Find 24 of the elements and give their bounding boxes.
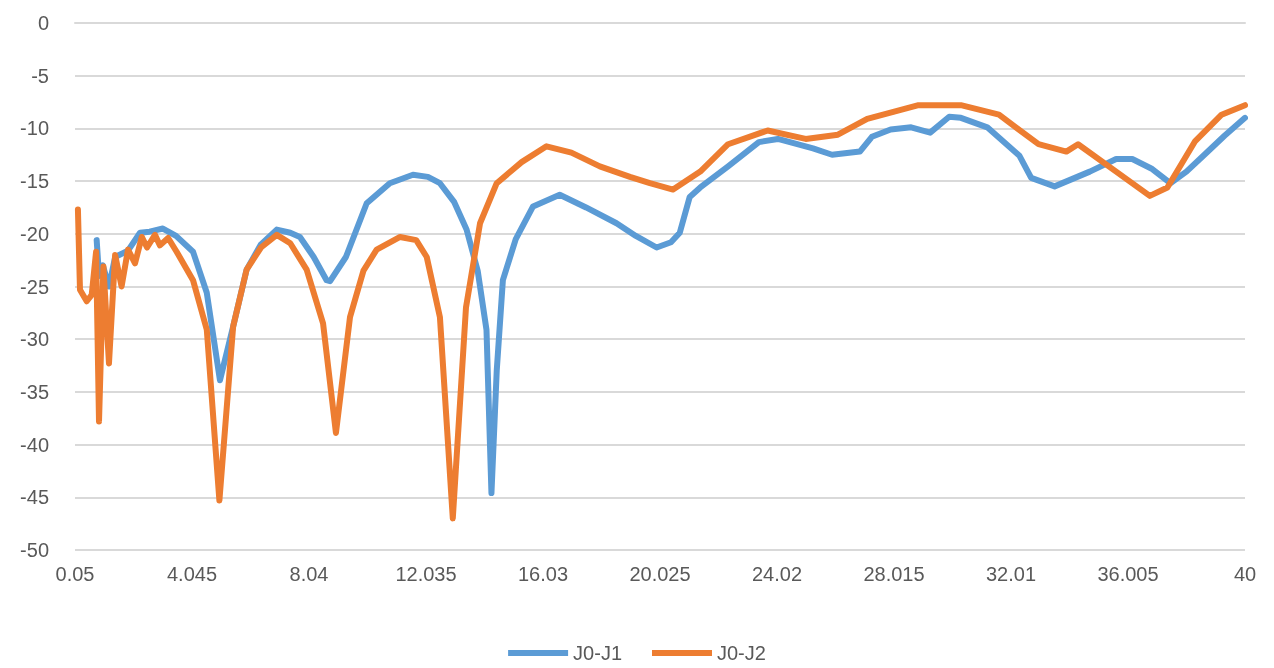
y-tick-label: -30 — [20, 328, 49, 351]
legend-label: J0-J2 — [717, 642, 766, 664]
y-tick-label: -10 — [20, 117, 49, 140]
x-tick-label: 40 — [1233, 563, 1257, 585]
x-tick-label: 12.035 — [395, 563, 457, 585]
y-tick-label: -35 — [20, 380, 49, 403]
x-tick-label: 20.025 — [629, 563, 691, 585]
x-tick-label: 36.005 — [1097, 563, 1159, 585]
y-tick-label: -50 — [20, 539, 49, 561]
x-tick-label: 16.03 — [517, 563, 569, 585]
y-tick-label: -40 — [20, 433, 49, 456]
x-tick-label: 24.02 — [751, 563, 803, 585]
y-tick-label: -5 — [31, 64, 49, 87]
y-tick-label: 0 — [37, 12, 49, 34]
x-tick-label: 8.04 — [289, 563, 329, 585]
x-tick-label: 0.05 — [55, 563, 95, 585]
legend-label: J0-J1 — [573, 642, 622, 664]
y-tick-label: -15 — [20, 170, 49, 193]
x-tick-label: 32.01 — [985, 563, 1037, 585]
y-tick-label: -45 — [20, 486, 49, 509]
x-tick-label: 4.045 — [166, 563, 218, 585]
x-tick-label: 28.015 — [863, 563, 925, 585]
y-tick-label: -20 — [20, 222, 49, 245]
y-tick-label: -25 — [20, 275, 49, 298]
